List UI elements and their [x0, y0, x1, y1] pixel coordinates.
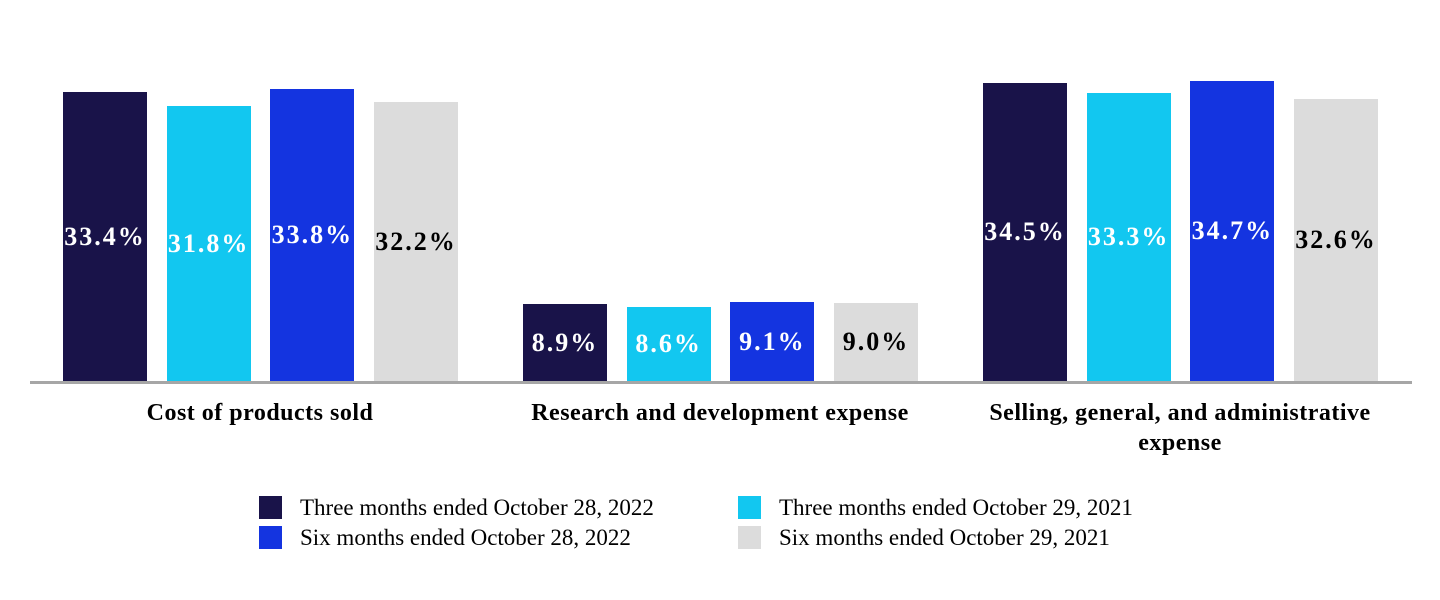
bar-value-label: 32.6% [1295, 225, 1377, 254]
bar-value-label: 32.2% [375, 226, 457, 256]
bar-value-label: 33.3% [1087, 222, 1170, 251]
bar-value-label: 34.5% [984, 217, 1066, 246]
bar: 34.7% [1190, 81, 1275, 381]
bar-value-label: 33.8% [271, 220, 354, 249]
bar-value-label: 33.4% [64, 221, 146, 251]
bar: 8.9% [523, 304, 607, 381]
legend-label: Three months ended October 29, 2021 [779, 494, 1133, 520]
legend-column-right: Three months ended October 29, 2021 Six … [738, 494, 1133, 550]
legend-swatch-cyan-icon [738, 496, 761, 519]
bar: 34.5% [983, 83, 1067, 381]
bar-group: 33.4% 31.8% 33.8% 32.2% [63, 0, 458, 381]
bar-value-label: 34.7% [1191, 216, 1274, 245]
x-axis-line [30, 381, 1412, 384]
legend-label: Six months ended October 28, 2022 [300, 524, 631, 550]
bar-value-label: 9.1% [739, 326, 806, 356]
legend-label: Three months ended October 28, 2022 [300, 494, 654, 520]
bar: 33.3% [1086, 93, 1171, 381]
bar: 9.1% [730, 302, 815, 381]
bar-value-label: 8.6% [635, 329, 702, 358]
category-label: Cost of products sold [146, 400, 374, 426]
legend-swatch-navy-icon [259, 496, 282, 519]
legend-entry-six-months-2021: Six months ended October 29, 2021 [738, 524, 1133, 550]
bar: 32.2% [373, 102, 458, 381]
bar: 9.0% [833, 303, 918, 381]
bar-group: 34.5% 33.3% 34.7% 32.6% [983, 0, 1378, 381]
bar: 33.8% [270, 89, 355, 381]
bar-value-label: 8.9% [531, 327, 599, 357]
bar-value-label: 31.8% [167, 228, 250, 258]
bar: 31.8% [166, 106, 251, 381]
legend-label: Six months ended October 29, 2021 [779, 524, 1110, 550]
category-label: Selling, general, and administrative exp… [989, 400, 1371, 456]
legend-column-left: Three months ended October 28, 2022 Six … [259, 494, 738, 550]
bar: 32.6% [1293, 99, 1378, 381]
legend-swatch-blue-icon [259, 526, 282, 549]
legend-swatch-gray-icon [738, 526, 761, 549]
bar: 33.4% [63, 92, 147, 381]
legend-entry-three-months-2021: Three months ended October 29, 2021 [738, 494, 1133, 520]
legend-entry-six-months-2022: Six months ended October 28, 2022 [259, 524, 738, 550]
legend-entry-three-months-2022: Three months ended October 28, 2022 [259, 494, 738, 520]
category-label: Research and development expense [531, 400, 909, 426]
legend: Three months ended October 28, 2022 Six … [259, 494, 1133, 550]
plot-area: 33.4% 31.8% 33.8% 32.2% 8.9% 8.6% 9.1% 9.0% 34.5… [63, 0, 1378, 381]
bar-group: 8.9% 8.6% 9.1% 9.0% [523, 0, 918, 381]
bar-value-label: 9.0% [842, 327, 910, 356]
bar: 8.6% [626, 307, 711, 381]
